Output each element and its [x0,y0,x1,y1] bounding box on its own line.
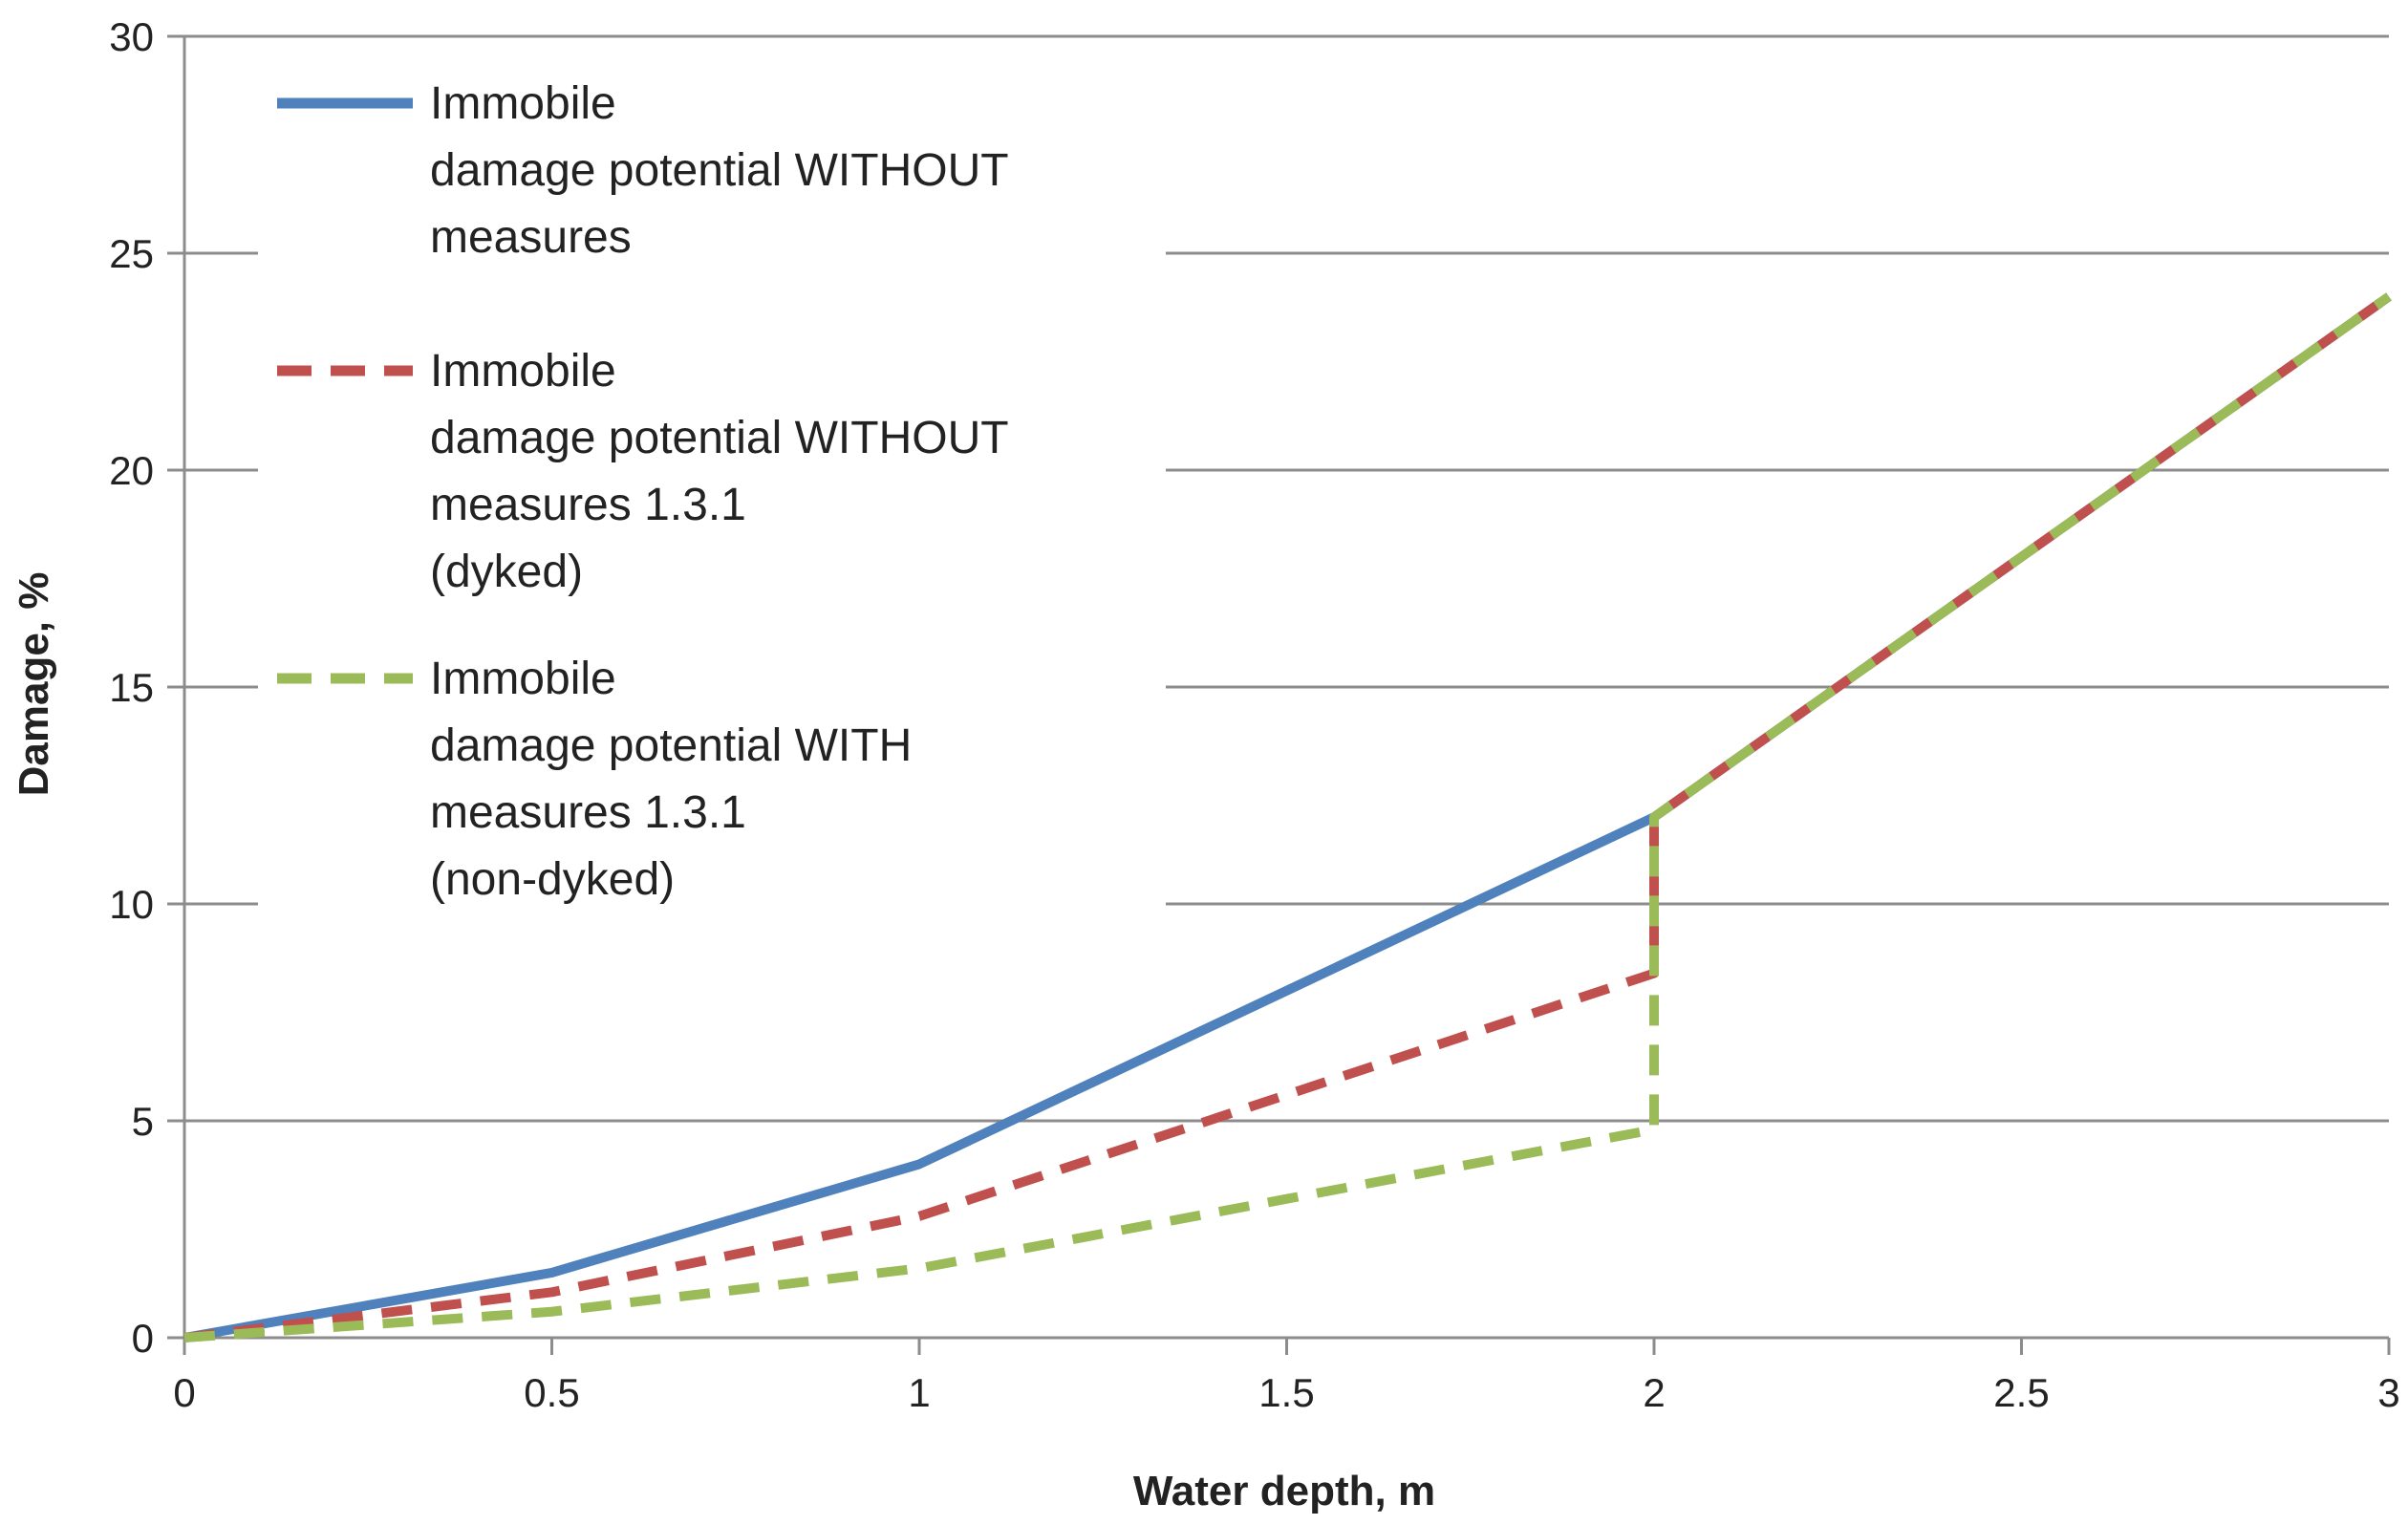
legend-label-3: (non-dyked) [430,854,675,905]
legend-label-2: Immobile [430,346,616,397]
x-tick-label: 3 [2377,1370,2399,1415]
x-tick-label: 0 [173,1370,195,1415]
x-tick-label: 0.5 [524,1370,579,1415]
legend-label-3: damage potential WITH [430,720,912,771]
legend-label-1: Immobile [430,78,616,129]
series-line-2 [183,292,2392,1342]
legend-label-1: damage potential WITHOUT [430,145,1009,196]
legend: Immobile damage potential WITHOUT measures… [277,78,1009,905]
y-tick-label: 30 [109,14,154,59]
x-tick-label: 1 [908,1370,930,1415]
x-tick-label: 2.5 [1993,1370,2049,1415]
legend-label-3: Immobile [430,654,616,704]
y-tick-label: 0 [132,1316,154,1361]
x-axis-title: Water depth, m [1133,1468,1435,1514]
axes: 0 5 10 15 20 25 30 0 0.5 1 1.5 2 2.5 3 [109,14,2399,1415]
y-tick-label: 10 [109,882,154,927]
y-tick-label: 15 [109,665,154,710]
legend-background [258,48,1166,936]
series-line-3 [183,292,2392,1342]
legend-label-2: measures 1.3.1 [430,480,746,530]
legend-label-2: (dyked) [430,547,583,597]
x-tick-label: 1.5 [1258,1370,1314,1415]
legend-label-1: measures [430,212,632,263]
y-tick-label: 25 [109,231,154,276]
x-tick-label: 2 [1643,1370,1665,1415]
series-lines [183,292,2392,1342]
y-tick-label: 5 [132,1099,154,1144]
y-axis-title: Damage, % [11,572,57,797]
y-tick-label: 20 [109,448,154,493]
legend-label-2: damage potential WITHOUT [430,413,1009,463]
legend-label-3: measures 1.3.1 [430,787,746,838]
